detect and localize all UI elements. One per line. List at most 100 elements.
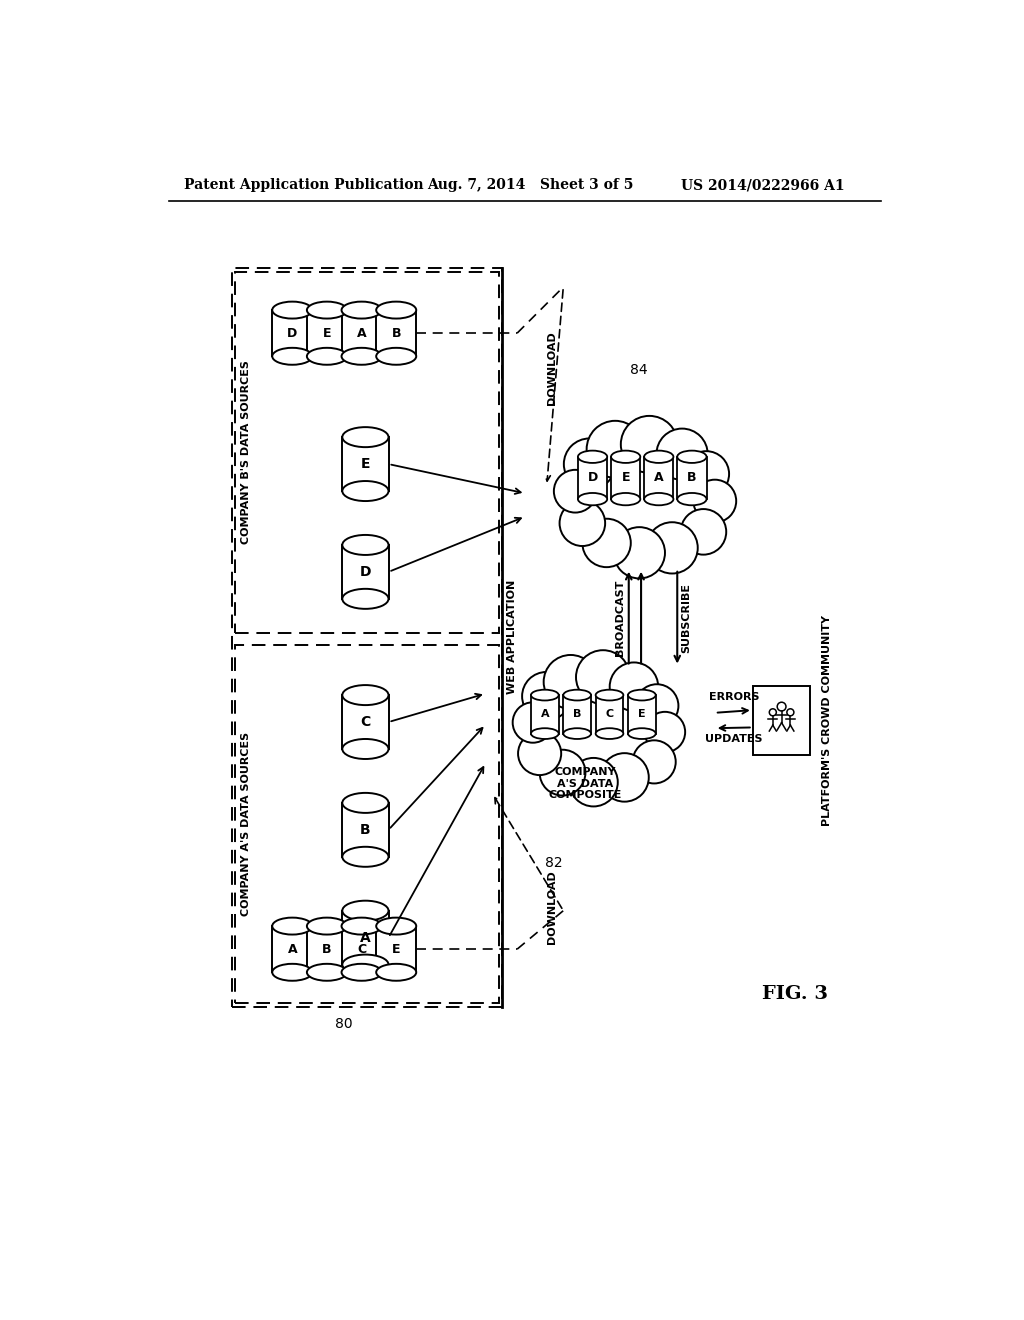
Ellipse shape — [307, 964, 347, 981]
Circle shape — [635, 684, 679, 727]
Ellipse shape — [578, 450, 607, 463]
Bar — [272, 310, 312, 356]
Text: WEB APPLICATION: WEB APPLICATION — [508, 581, 517, 694]
Bar — [753, 686, 810, 755]
Text: A: A — [541, 709, 549, 719]
Bar — [342, 803, 388, 857]
Ellipse shape — [307, 917, 347, 935]
Ellipse shape — [628, 690, 655, 701]
Bar — [628, 696, 655, 734]
Bar — [342, 927, 382, 973]
Bar — [611, 457, 640, 499]
Text: D: D — [588, 471, 598, 484]
Text: D: D — [287, 326, 297, 339]
Bar — [236, 272, 499, 634]
Text: DOWNLOAD: DOWNLOAD — [547, 870, 557, 944]
Bar — [596, 696, 624, 734]
Ellipse shape — [272, 964, 312, 981]
Ellipse shape — [628, 729, 655, 739]
Text: SUBSCRIBE: SUBSCRIBE — [682, 582, 691, 652]
Bar — [376, 927, 416, 973]
Circle shape — [633, 741, 676, 784]
Ellipse shape — [376, 964, 416, 981]
Ellipse shape — [342, 793, 388, 813]
Circle shape — [683, 451, 729, 496]
Ellipse shape — [376, 348, 416, 364]
Ellipse shape — [342, 900, 388, 921]
Text: E: E — [360, 457, 370, 471]
Circle shape — [569, 758, 617, 807]
Ellipse shape — [342, 428, 388, 447]
Ellipse shape — [596, 729, 624, 739]
Bar — [644, 457, 674, 499]
Ellipse shape — [376, 917, 416, 935]
Ellipse shape — [342, 589, 388, 609]
Bar — [531, 696, 559, 734]
Circle shape — [559, 500, 605, 546]
Text: COMPANY A'S DATA SOURCES: COMPANY A'S DATA SOURCES — [241, 733, 251, 916]
Ellipse shape — [342, 348, 382, 364]
Text: E: E — [638, 709, 646, 719]
Circle shape — [600, 754, 649, 801]
Text: ERRORS: ERRORS — [709, 693, 759, 702]
Text: A: A — [654, 471, 664, 484]
Text: B: B — [323, 942, 332, 956]
Bar — [342, 696, 388, 748]
Circle shape — [681, 510, 726, 554]
Text: E: E — [622, 471, 630, 484]
Text: Aug. 7, 2014   Sheet 3 of 5: Aug. 7, 2014 Sheet 3 of 5 — [427, 178, 634, 193]
Text: DOWNLOAD: DOWNLOAD — [547, 331, 557, 405]
Bar — [342, 437, 388, 491]
Text: E: E — [392, 942, 400, 956]
Text: B: B — [360, 822, 371, 837]
Text: 80: 80 — [335, 1016, 352, 1031]
Circle shape — [646, 523, 697, 573]
Bar — [563, 696, 591, 734]
Circle shape — [587, 421, 644, 478]
Circle shape — [577, 651, 630, 704]
Circle shape — [645, 711, 685, 752]
Text: C: C — [357, 942, 367, 956]
Text: 84: 84 — [630, 363, 647, 378]
Bar — [307, 927, 347, 973]
Ellipse shape — [342, 917, 382, 935]
Ellipse shape — [342, 964, 382, 981]
Text: FIG. 3: FIG. 3 — [762, 985, 828, 1003]
Circle shape — [544, 655, 598, 709]
Text: Patent Application Publication: Patent Application Publication — [184, 178, 424, 193]
Ellipse shape — [596, 690, 624, 701]
Bar — [578, 457, 607, 499]
Ellipse shape — [342, 847, 388, 867]
Ellipse shape — [531, 690, 559, 701]
Bar — [342, 911, 388, 965]
Text: C: C — [360, 715, 371, 729]
Ellipse shape — [531, 729, 559, 739]
Ellipse shape — [644, 492, 674, 506]
Circle shape — [693, 479, 736, 523]
Circle shape — [513, 702, 553, 743]
Text: A: A — [288, 942, 297, 956]
Text: D: D — [359, 565, 371, 579]
Circle shape — [621, 416, 678, 473]
Bar — [342, 545, 388, 599]
Bar — [232, 268, 502, 1007]
Ellipse shape — [272, 302, 312, 318]
Circle shape — [522, 672, 570, 721]
Ellipse shape — [307, 348, 347, 364]
Ellipse shape — [272, 348, 312, 364]
Ellipse shape — [677, 492, 707, 506]
Ellipse shape — [342, 739, 388, 759]
Bar — [342, 310, 382, 356]
Circle shape — [613, 527, 665, 578]
Ellipse shape — [376, 302, 416, 318]
Ellipse shape — [342, 954, 388, 974]
Circle shape — [583, 519, 631, 568]
Bar — [677, 457, 707, 499]
Text: PLATFORM'S CROWD COMMUNITY: PLATFORM'S CROWD COMMUNITY — [822, 615, 833, 826]
Bar — [376, 310, 416, 356]
Circle shape — [540, 750, 586, 796]
Ellipse shape — [342, 535, 388, 554]
Ellipse shape — [342, 302, 382, 318]
Text: B: B — [391, 326, 401, 339]
Text: E: E — [323, 326, 331, 339]
